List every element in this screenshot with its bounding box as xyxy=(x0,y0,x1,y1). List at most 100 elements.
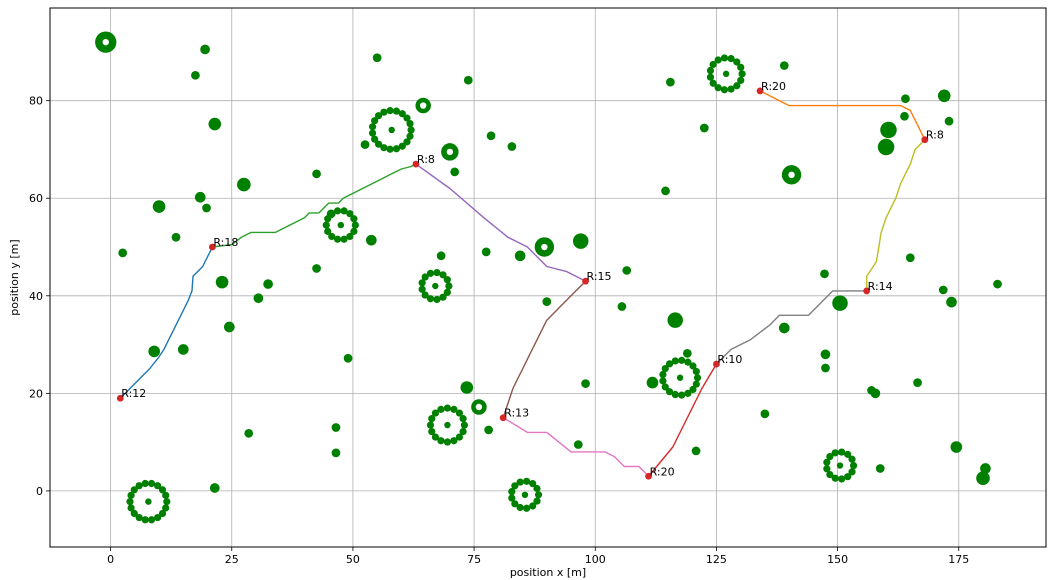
x-tick-label: 175 xyxy=(948,553,969,566)
obstacle-ring-dot xyxy=(350,215,358,223)
waypoint-marker xyxy=(499,414,507,422)
obstacle xyxy=(900,111,909,121)
obstacle-center xyxy=(337,221,345,229)
obstacle-ring-dot xyxy=(374,112,383,120)
obstacle-ring-dot xyxy=(147,516,156,524)
obstacle-center xyxy=(722,70,730,78)
obstacle-ring-dot xyxy=(135,513,143,522)
obstacle-ring-dot xyxy=(714,84,722,92)
obstacle xyxy=(263,279,273,289)
obstacle-ring-dot xyxy=(684,358,692,366)
obstacle xyxy=(486,131,496,141)
obstacles xyxy=(95,31,1002,524)
obstacle-ring-dot xyxy=(350,227,358,235)
obstacle-ring-dot xyxy=(380,108,388,116)
obstacle xyxy=(832,295,848,311)
waypoint-label: R:14 xyxy=(868,280,893,293)
obstacle-ring-dot xyxy=(371,117,379,125)
obstacle-ring-dot xyxy=(508,494,516,502)
obstacle xyxy=(215,275,229,289)
obstacle xyxy=(821,363,830,373)
obstacle-ring-dot xyxy=(678,391,686,399)
obstacle-ring-dot xyxy=(844,473,852,481)
obstacle-ring-dot xyxy=(706,66,715,75)
obstacle-ring-dot xyxy=(534,491,543,499)
obstacle-ring-dot xyxy=(511,482,519,490)
obstacle-ring-dot xyxy=(433,295,441,304)
obstacle-ring-dot xyxy=(127,504,135,512)
obstacle xyxy=(870,388,881,399)
obstacle xyxy=(901,94,910,104)
obstacle-ring-dot xyxy=(529,480,537,488)
obstacle-ring-dot xyxy=(163,498,171,506)
obstacle-ring-dot xyxy=(445,282,453,290)
obstacle xyxy=(682,348,692,358)
obstacle-ring-dot xyxy=(421,291,429,299)
obstacle-ring-dot xyxy=(665,360,674,368)
obstacle-ring-dot xyxy=(838,475,846,483)
obstacle-ring-dot xyxy=(733,82,741,90)
obstacle xyxy=(481,247,491,257)
obstacle xyxy=(463,75,473,85)
obstacle-center xyxy=(836,462,844,469)
waypoint-label: R:8 xyxy=(417,153,435,166)
obstacle-center xyxy=(446,148,454,156)
obstacle-ring-dot xyxy=(403,114,411,122)
obstacle-ring-dot xyxy=(533,497,541,505)
obstacle-ring-dot xyxy=(346,232,354,241)
obstacle xyxy=(542,297,552,307)
obstacle-ring-dot xyxy=(380,144,388,152)
obstacle xyxy=(460,381,474,394)
y-ticks: 0 20 40 60 80 xyxy=(29,95,50,498)
obstacle-ring-dot xyxy=(689,362,697,370)
obstacle xyxy=(581,379,590,388)
obstacle xyxy=(484,425,493,435)
x-tick-label: 25 xyxy=(225,553,239,566)
obstacle xyxy=(171,232,181,242)
obstacle-ring-dot xyxy=(659,370,667,379)
waypoint-label: R:13 xyxy=(504,407,529,420)
obstacle xyxy=(343,353,353,363)
obstacle xyxy=(573,440,583,449)
obstacle-ring-dot xyxy=(386,107,394,115)
obstacle xyxy=(617,302,627,311)
obstacle-ring-dot xyxy=(403,138,411,146)
obstacle-ring-dot xyxy=(459,414,467,423)
obstacle-ring-dot xyxy=(398,142,406,150)
waypoint-marker xyxy=(756,87,764,95)
obstacle-ring-dot xyxy=(398,110,406,118)
obstacle-ring-dot xyxy=(516,503,524,512)
obstacle xyxy=(507,142,517,151)
obstacle xyxy=(691,446,701,456)
obstacle-ring-dot xyxy=(426,421,435,429)
waypoints: R:12 R:18 R:8 R:15 R:13 R:20 R:10 R:14 R:8 R:20 xyxy=(116,80,944,480)
obstacle-center xyxy=(788,171,795,179)
obstacle-ring-dot xyxy=(684,389,692,397)
obstacle-ring-dot xyxy=(406,132,414,140)
obstacle-center xyxy=(676,374,684,381)
obstacle-ring-dot xyxy=(529,502,537,510)
obstacle-ring-dot xyxy=(418,279,426,287)
waypoint-marker xyxy=(921,136,929,144)
obstacle-ring-dot xyxy=(523,477,531,485)
obstacle-ring-dot xyxy=(426,269,435,277)
obstacle-ring-dot xyxy=(720,86,729,94)
obstacle xyxy=(622,266,632,275)
obstacle-center xyxy=(432,282,439,290)
obstacle-ring-dot xyxy=(431,433,440,441)
obstacle-ring-dot xyxy=(443,404,452,412)
obstacle-ring-dot xyxy=(333,235,342,243)
waypoint-label: R:12 xyxy=(121,387,146,400)
obstacle-ring-dot xyxy=(516,478,524,486)
waypoint-marker xyxy=(116,394,124,402)
obstacle xyxy=(177,344,189,355)
obstacle-ring-dot xyxy=(826,470,834,479)
obstacle xyxy=(875,464,885,473)
obstacle xyxy=(993,279,1002,289)
obstacle xyxy=(820,349,831,360)
obstacle-ring-dot xyxy=(431,409,440,417)
obstacle-ring-dot xyxy=(831,449,839,457)
obstacle xyxy=(820,269,829,279)
waypoint-marker xyxy=(863,287,871,295)
